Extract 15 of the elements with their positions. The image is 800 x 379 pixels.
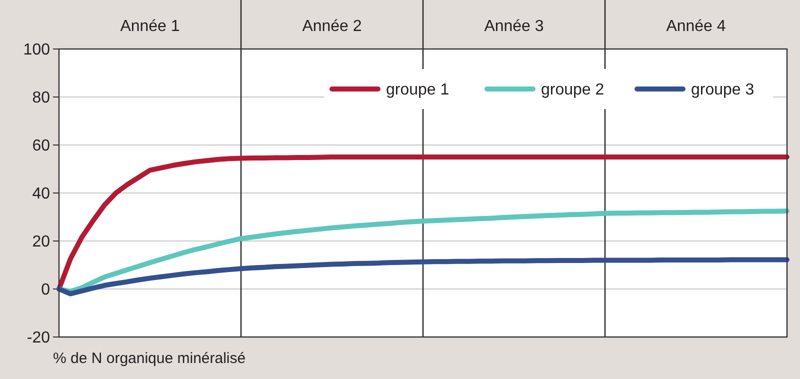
x-tick-label: Année 2 <box>302 18 362 35</box>
x-tick-label: Année 4 <box>666 18 726 35</box>
y-tick-label: 60 <box>32 138 50 155</box>
y-tick-label: 40 <box>32 186 50 203</box>
x-tick-label: Année 3 <box>484 18 544 35</box>
text: % de N organique minéralisé <box>53 350 246 367</box>
y-tick-label: -20 <box>26 330 50 347</box>
y-tick-label: 80 <box>32 90 50 107</box>
y-tick-label: 20 <box>32 234 50 251</box>
legend-label: groupe 3 <box>691 82 754 99</box>
y-tick-label: 0 <box>41 282 50 299</box>
legend-label: groupe 2 <box>541 82 604 99</box>
legend-label: groupe 1 <box>386 82 450 99</box>
y-tick-label: 100 <box>23 42 50 59</box>
x-tick-label: Année 1 <box>120 18 180 35</box>
